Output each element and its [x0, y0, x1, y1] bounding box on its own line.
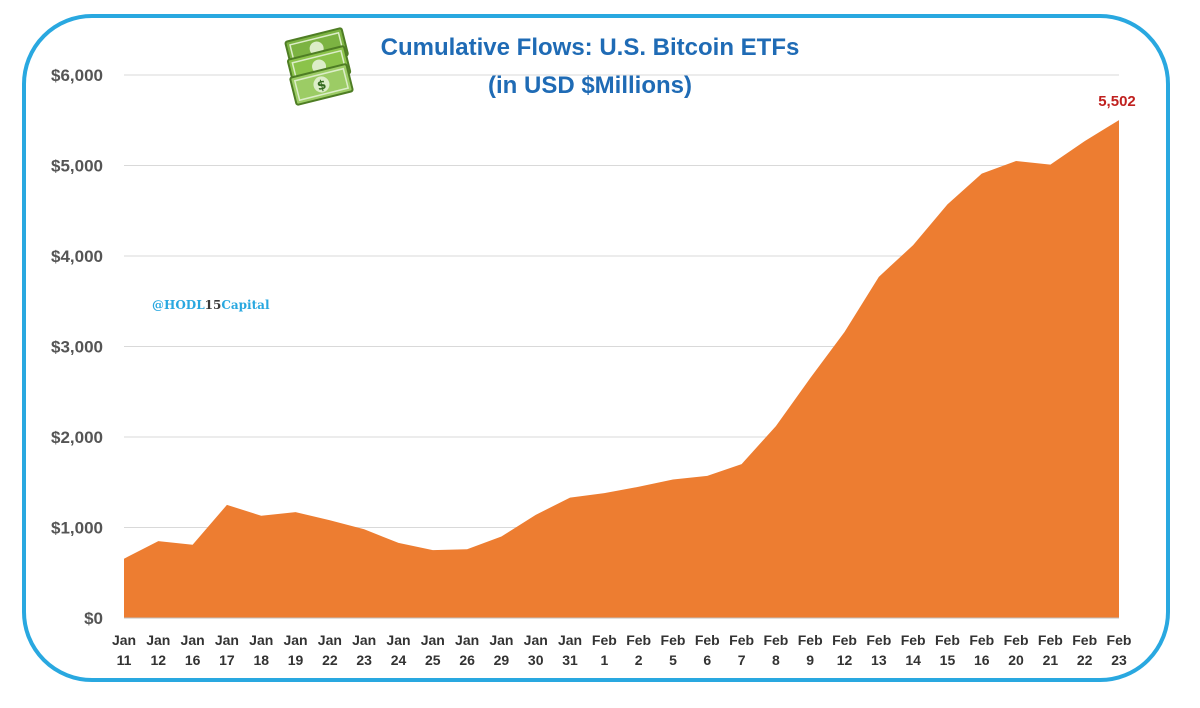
- x-tick-label: Jan 23: [352, 632, 376, 668]
- x-tick-label: Feb 21: [1038, 632, 1063, 668]
- y-tick-label: $3,000: [51, 338, 103, 357]
- money-stack-icon: $: [284, 26, 358, 111]
- y-tick-label: $5,000: [51, 157, 103, 176]
- x-tick-label: Jan 22: [318, 632, 342, 668]
- chart-frame: [22, 14, 1170, 682]
- x-tick-label: Feb 5: [661, 632, 686, 668]
- x-tick-label: Feb 13: [866, 632, 891, 668]
- x-tick-label: Feb 1: [592, 632, 617, 668]
- y-tick-label: $1,000: [51, 519, 103, 538]
- x-tick-label: Jan 19: [283, 632, 307, 668]
- x-tick-label: Jan 25: [421, 632, 445, 668]
- x-tick-label: Feb 2: [626, 632, 651, 668]
- x-tick-label: Jan 24: [386, 632, 410, 668]
- chart-title: Cumulative Flows: U.S. Bitcoin ETFs: [380, 34, 800, 61]
- x-tick-label: Jan 16: [181, 632, 205, 668]
- x-tick-label: Feb 15: [935, 632, 960, 668]
- data-label-last: 5,502: [1098, 93, 1136, 110]
- x-tick-label: Jan 18: [249, 632, 273, 668]
- x-tick-label: Jan 17: [215, 632, 239, 668]
- x-tick-label: Feb 16: [969, 632, 994, 668]
- x-tick-label: Feb 12: [832, 632, 857, 668]
- x-tick-label: Feb 8: [763, 632, 788, 668]
- series-area: [124, 120, 1119, 618]
- y-tick-label: $6,000: [51, 66, 103, 85]
- svg-text:$: $: [316, 78, 328, 95]
- x-tick-label: Feb 22: [1072, 632, 1097, 668]
- x-tick-label: Feb 20: [1004, 632, 1029, 668]
- watermark-number: 15: [204, 298, 222, 312]
- x-tick-label: Jan 11: [112, 632, 136, 668]
- watermark-prefix: @HODL: [152, 298, 205, 312]
- x-tick-label: Feb 14: [901, 632, 926, 668]
- x-tick-label: Feb 23: [1107, 632, 1132, 668]
- x-tick-label: Jan 30: [524, 632, 548, 668]
- watermark-suffix: Capital: [221, 298, 270, 312]
- chart-subtitle: (in USD $Millions): [488, 72, 692, 99]
- x-tick-label: Feb 9: [798, 632, 823, 668]
- watermark-handle: @HODL15Capital: [152, 298, 270, 312]
- x-tick-label: Feb 6: [695, 632, 720, 668]
- x-tick-label: Jan 29: [489, 632, 513, 668]
- x-tick-label: Jan 26: [455, 632, 479, 668]
- x-tick-label: Jan 12: [146, 632, 170, 668]
- y-tick-label: $4,000: [51, 247, 103, 266]
- x-tick-label: Jan 31: [558, 632, 582, 668]
- y-tick-label: $0: [84, 609, 103, 628]
- y-tick-label: $2,000: [51, 428, 103, 447]
- x-tick-label: Feb 7: [729, 632, 754, 668]
